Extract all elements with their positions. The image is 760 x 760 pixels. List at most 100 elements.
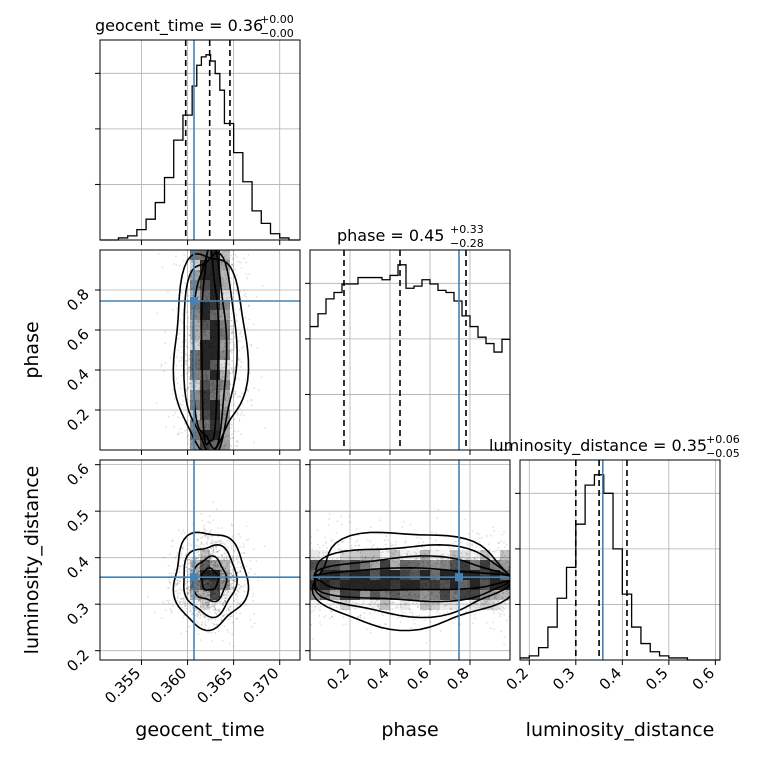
sample-point xyxy=(229,610,232,612)
density-cell xyxy=(220,270,230,280)
density-cell xyxy=(210,250,220,260)
sample-point xyxy=(231,328,234,331)
sample-point xyxy=(331,615,334,618)
sample-point xyxy=(231,325,233,328)
sample-point xyxy=(222,572,225,575)
sample-point xyxy=(182,616,185,619)
sample-point xyxy=(206,603,208,606)
sample-point xyxy=(189,590,192,593)
sample-point xyxy=(221,375,224,378)
sample-point xyxy=(393,568,396,571)
sample-point xyxy=(202,535,205,537)
sample-point xyxy=(310,535,312,538)
sample-point xyxy=(227,580,229,582)
sample-point xyxy=(222,293,225,295)
sample-point xyxy=(233,575,235,577)
sample-point xyxy=(195,329,198,332)
sample-point xyxy=(213,560,216,562)
sample-point xyxy=(493,628,495,630)
sample-point xyxy=(373,543,375,546)
sample-point xyxy=(176,592,179,595)
sample-point xyxy=(394,541,397,544)
sample-point xyxy=(421,558,424,560)
density-cell xyxy=(220,330,230,340)
sample-point xyxy=(229,316,231,319)
sample-point xyxy=(182,403,184,406)
sample-point xyxy=(221,582,224,584)
sample-point xyxy=(235,604,238,606)
sample-point xyxy=(340,523,343,526)
sample-point xyxy=(221,445,224,448)
sample-point xyxy=(227,435,230,438)
sample-point xyxy=(500,605,503,608)
sample-point xyxy=(339,604,341,606)
sample-point xyxy=(367,539,369,542)
sample-point xyxy=(447,558,450,561)
sample-point xyxy=(223,602,226,604)
sample-point xyxy=(212,540,215,542)
density-cell xyxy=(200,600,210,610)
sample-point xyxy=(448,550,451,553)
density-cell xyxy=(440,570,450,580)
sample-point xyxy=(240,552,243,554)
title-phase: phase = 0.45 +0.33 −0.28 xyxy=(337,223,484,250)
sample-point xyxy=(244,316,247,319)
sample-point xyxy=(472,605,475,608)
sample-point xyxy=(424,619,427,621)
sample-point xyxy=(223,556,225,558)
sample-point xyxy=(223,552,226,554)
sample-point xyxy=(223,407,226,410)
sample-point xyxy=(345,609,348,612)
sample-point xyxy=(187,346,190,349)
sample-point xyxy=(178,332,181,335)
sample-point xyxy=(204,602,207,604)
sample-point xyxy=(210,535,213,538)
sample-point xyxy=(312,556,315,559)
sample-point xyxy=(188,366,191,369)
sample-point xyxy=(399,603,402,606)
sample-point xyxy=(372,562,375,564)
sample-point xyxy=(229,383,231,386)
sample-point xyxy=(182,529,185,532)
sample-point xyxy=(203,593,205,595)
density-cell xyxy=(360,580,370,590)
sample-point xyxy=(218,568,221,570)
sample-point xyxy=(196,538,199,541)
sample-point xyxy=(188,558,191,561)
sample-point xyxy=(431,603,434,605)
x-axis-label-geocent-time: geocent_time xyxy=(135,719,264,741)
x-axis-label-phase: phase xyxy=(381,719,438,741)
sample-point xyxy=(230,615,232,618)
sample-point xyxy=(465,553,468,556)
sample-point xyxy=(396,605,398,607)
sample-point xyxy=(196,569,199,571)
sample-point xyxy=(215,545,218,548)
sample-point xyxy=(370,558,373,560)
sample-point xyxy=(224,288,227,291)
sample-point xyxy=(185,588,188,591)
sample-point xyxy=(220,569,223,572)
sample-point xyxy=(253,613,256,616)
sample-point xyxy=(197,593,200,596)
sample-point xyxy=(468,533,470,535)
sample-point xyxy=(311,610,314,613)
sample-point xyxy=(195,261,197,264)
sample-point xyxy=(206,592,209,595)
sample-point xyxy=(220,587,223,590)
sample-point xyxy=(468,557,470,560)
sample-point xyxy=(220,380,222,383)
sample-point xyxy=(325,541,328,543)
sample-point xyxy=(250,345,253,347)
sample-point xyxy=(230,333,233,335)
sample-point xyxy=(229,349,232,351)
sample-point xyxy=(212,546,215,548)
sample-point xyxy=(230,265,233,267)
sample-point xyxy=(188,562,191,565)
sample-point xyxy=(197,374,200,376)
sample-point xyxy=(224,600,227,603)
sample-point xyxy=(335,531,338,534)
sample-point xyxy=(234,444,237,447)
sample-point xyxy=(198,574,201,577)
sample-point xyxy=(186,580,189,583)
sample-point xyxy=(188,385,190,388)
